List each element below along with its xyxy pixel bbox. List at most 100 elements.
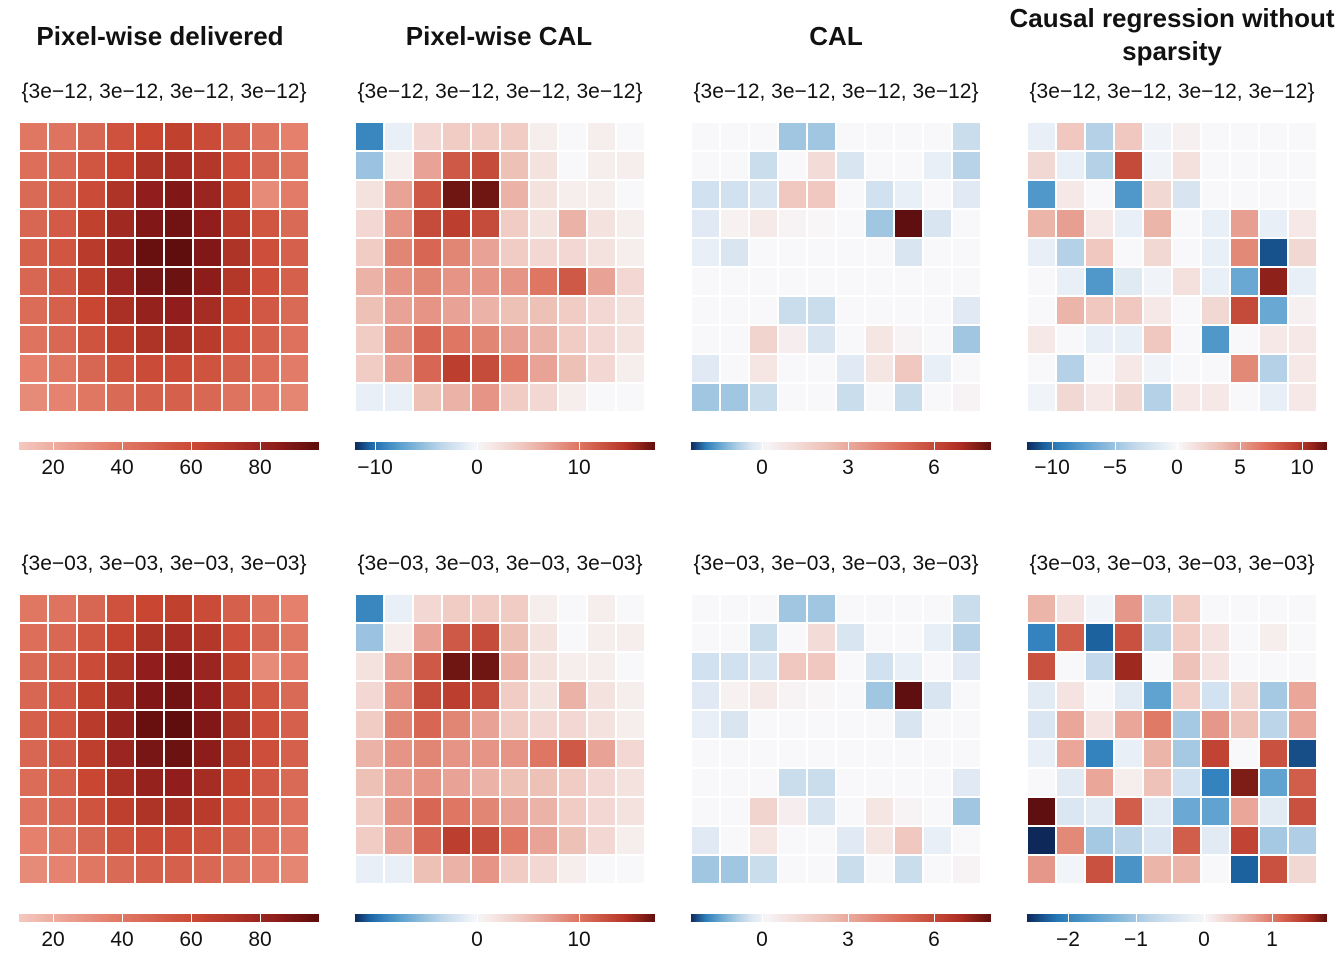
heatmap-cell [1201,354,1230,383]
heatmap-cell [1114,797,1143,826]
heatmap-panel [355,594,645,884]
heatmap-cell [471,623,500,652]
colorbar-tick-label: 0 [1171,456,1183,479]
heatmap-cell [384,354,413,383]
heatmap-cell [778,652,807,681]
heatmap-cell [1259,855,1288,884]
heatmap-cell [1114,296,1143,325]
heatmap-cell [952,710,981,739]
heatmap-cell [384,209,413,238]
heatmap-cell [1259,122,1288,151]
heatmap-cell [778,826,807,855]
heatmap-cell [691,296,720,325]
heatmap-cell [106,681,135,710]
heatmap-cell [19,797,48,826]
heatmap-cell [587,826,616,855]
heatmap-cell [384,710,413,739]
heatmap-cell [164,151,193,180]
heatmap-cell [923,383,952,412]
heatmap-cell [1027,768,1056,797]
heatmap-cell [1114,383,1143,412]
heatmap-cell [720,209,749,238]
heatmap-cell [19,238,48,267]
heatmap-cell [952,383,981,412]
heatmap-cell [778,238,807,267]
heatmap-cell [923,354,952,383]
heatmap-cell [865,296,894,325]
heatmap-cell [778,267,807,296]
heatmap-cell [529,151,558,180]
heatmap-cell [1114,209,1143,238]
heatmap-cell [1027,739,1056,768]
heatmap-cell [1085,652,1114,681]
heatmap-cell [836,122,865,151]
heatmap-cell [1143,180,1172,209]
heatmap-cell [691,180,720,209]
colorbar-tick-label: 10 [567,456,591,479]
heatmap-cell [587,594,616,623]
heatmap-cell [413,354,442,383]
params-label: {3e−03, 3e−03, 3e−03, 3e−03} [21,552,307,575]
heatmap-cell [1143,768,1172,797]
heatmap-cell [193,383,222,412]
heatmap-cell [720,652,749,681]
heatmap-cell [836,354,865,383]
heatmap-cell [529,325,558,354]
heatmap-cell [355,855,384,884]
heatmap-cell [280,739,309,768]
colorbar-tick [934,442,935,450]
heatmap-cell [1172,623,1201,652]
colorbar-tick-label: 10 [567,928,591,951]
heatmap-cell [749,354,778,383]
heatmap-cell [616,209,645,238]
heatmap-cell [1143,354,1172,383]
heatmap-cell [1288,209,1317,238]
heatmap-cell [1259,267,1288,296]
colorbar-tick [934,914,935,922]
heatmap-cell [1143,594,1172,623]
heatmap-cell [1230,209,1259,238]
heatmap-cell [77,296,106,325]
heatmap-cell [529,681,558,710]
heatmap-cell [952,855,981,884]
heatmap-cell [865,151,894,180]
heatmap-cell [1027,710,1056,739]
heatmap-cell [923,652,952,681]
heatmap-cell [222,826,251,855]
heatmap-cell [193,652,222,681]
heatmap-cell [1259,325,1288,354]
heatmap-cell [616,623,645,652]
heatmap-cell [1288,739,1317,768]
colorbar-tick [122,914,123,922]
colorbar-tick [848,442,849,450]
heatmap-cell [48,122,77,151]
heatmap-cell [164,267,193,296]
heatmap-cell [923,681,952,710]
heatmap-cell [135,681,164,710]
heatmap-cell [691,710,720,739]
colorbar-tick-label: −5 [1103,456,1127,479]
heatmap-cell [1201,267,1230,296]
colorbar-tick-label: 40 [110,456,134,479]
heatmap-cell [1201,710,1230,739]
heatmap-cell [1288,267,1317,296]
heatmap-cell [135,354,164,383]
heatmap-cell [471,681,500,710]
heatmap-cell [923,209,952,238]
heatmap-cell [280,325,309,354]
heatmap-cell [691,623,720,652]
heatmap-cell [836,267,865,296]
heatmap-cell [193,739,222,768]
heatmap-cell [48,209,77,238]
heatmap-cell [135,151,164,180]
heatmap-cell [1056,325,1085,354]
heatmap-cell [558,594,587,623]
colorbar [355,442,655,450]
colorbar-tick-label: 1 [1266,928,1278,951]
heatmap-cell [500,710,529,739]
heatmap-cell [413,325,442,354]
colorbar [355,914,655,922]
heatmap-cell [193,354,222,383]
params-label: {3e−12, 3e−12, 3e−12, 3e−12} [357,80,643,103]
